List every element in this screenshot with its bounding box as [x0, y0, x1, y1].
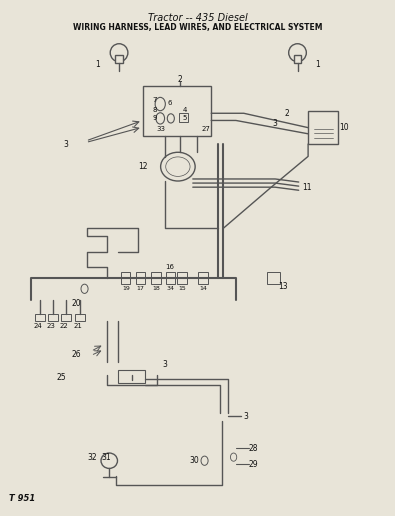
Text: 25: 25 — [56, 373, 66, 381]
Text: 26: 26 — [72, 350, 81, 359]
Text: 28: 28 — [248, 444, 258, 454]
Text: 3: 3 — [273, 119, 278, 128]
Text: 22: 22 — [60, 322, 68, 329]
Text: 3: 3 — [64, 139, 69, 149]
Text: 24: 24 — [33, 322, 42, 329]
Text: 3: 3 — [243, 412, 248, 421]
Ellipse shape — [166, 157, 190, 176]
Bar — [179, 113, 188, 122]
Circle shape — [155, 98, 166, 111]
Bar — [151, 272, 161, 284]
Bar — [143, 86, 211, 136]
Bar — [293, 55, 301, 63]
Text: 14: 14 — [199, 286, 207, 292]
Text: 4: 4 — [183, 107, 187, 113]
Text: 34: 34 — [167, 286, 175, 292]
Text: 1: 1 — [315, 59, 320, 69]
Text: 31: 31 — [102, 453, 111, 462]
Text: 19: 19 — [122, 286, 130, 292]
Text: 30: 30 — [190, 456, 199, 465]
Bar — [115, 55, 123, 63]
Text: 13: 13 — [278, 282, 288, 291]
Bar — [308, 111, 337, 144]
Text: 2: 2 — [284, 109, 289, 118]
Text: 17: 17 — [137, 286, 145, 292]
Bar — [118, 370, 145, 383]
Ellipse shape — [161, 152, 195, 181]
Text: 18: 18 — [152, 286, 160, 292]
Text: 1: 1 — [95, 59, 100, 69]
Bar — [177, 272, 187, 284]
Text: 29: 29 — [248, 460, 258, 469]
Text: 15: 15 — [179, 286, 186, 292]
Text: 10: 10 — [339, 123, 349, 132]
Bar — [121, 272, 130, 284]
Circle shape — [230, 453, 237, 461]
Text: 7: 7 — [153, 97, 157, 103]
Bar — [48, 314, 58, 320]
Text: 9: 9 — [153, 116, 157, 121]
Text: 21: 21 — [73, 322, 82, 329]
Text: 8: 8 — [153, 107, 157, 113]
Ellipse shape — [101, 453, 117, 469]
Text: 6: 6 — [168, 100, 172, 106]
Text: 33: 33 — [157, 126, 166, 132]
Bar — [35, 314, 45, 320]
Bar — [198, 272, 208, 284]
Text: 16: 16 — [165, 264, 174, 270]
Text: 23: 23 — [46, 322, 55, 329]
Bar — [166, 272, 175, 284]
Text: 2: 2 — [177, 75, 182, 84]
Circle shape — [81, 284, 88, 294]
Ellipse shape — [110, 44, 128, 62]
Circle shape — [201, 456, 208, 465]
Text: 5: 5 — [183, 116, 187, 121]
Text: 11: 11 — [302, 183, 311, 191]
Bar — [75, 314, 85, 320]
Circle shape — [156, 113, 165, 124]
Text: Tractor -- 435 Diesel: Tractor -- 435 Diesel — [148, 13, 247, 23]
Text: 20: 20 — [72, 299, 81, 308]
Circle shape — [167, 114, 174, 123]
Text: 27: 27 — [202, 126, 211, 132]
Text: T 951: T 951 — [9, 494, 36, 503]
Ellipse shape — [289, 44, 307, 62]
Bar — [61, 314, 71, 320]
Text: WIRING HARNESS, LEAD WIRES, AND ELECTRICAL SYSTEM: WIRING HARNESS, LEAD WIRES, AND ELECTRIC… — [73, 23, 322, 32]
Text: 12: 12 — [139, 162, 148, 171]
Bar — [267, 272, 280, 284]
Text: 3: 3 — [163, 360, 168, 369]
Bar — [135, 272, 145, 284]
Text: 32: 32 — [88, 453, 97, 462]
